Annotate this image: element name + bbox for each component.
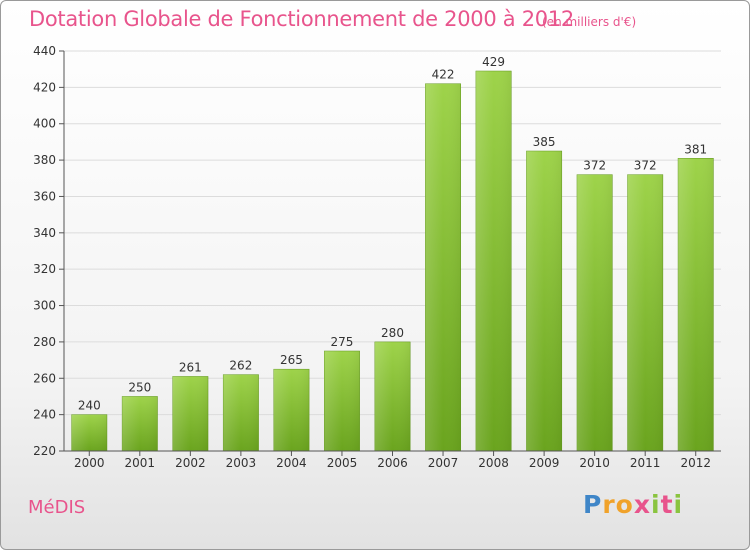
data-label-2000: 240 xyxy=(78,399,101,413)
y-tick-label: 300 xyxy=(33,299,56,313)
data-label-2010: 372 xyxy=(583,159,606,173)
data-label-2008: 429 xyxy=(482,55,505,69)
x-tick-label-2010: 2010 xyxy=(579,456,610,470)
x-tick-label-2001: 2001 xyxy=(125,456,156,470)
proxiti-logo: Proxiti xyxy=(583,490,683,519)
data-label-2006: 280 xyxy=(381,326,404,340)
y-tick-label: 440 xyxy=(33,44,56,58)
data-label-2011: 372 xyxy=(634,159,657,173)
data-label-2004: 265 xyxy=(280,353,303,367)
data-label-2007: 422 xyxy=(432,68,455,82)
x-tick-label-2011: 2011 xyxy=(630,456,661,470)
y-tick-label: 400 xyxy=(33,117,56,131)
x-tick-label-2005: 2005 xyxy=(327,456,358,470)
bar-shine-2006 xyxy=(374,341,411,451)
bar-shine-2012 xyxy=(678,158,714,452)
bar-shine-2001 xyxy=(122,396,158,451)
data-label-2003: 262 xyxy=(229,359,252,373)
x-tick-label-2004: 2004 xyxy=(276,456,307,470)
bar-shine-2007 xyxy=(425,83,461,452)
bar-shine-2008 xyxy=(475,71,512,451)
data-label-2001: 250 xyxy=(128,380,151,394)
logo-letter: i xyxy=(651,490,661,519)
bar-shine-2009 xyxy=(526,151,562,451)
logo-letter: o xyxy=(615,490,634,519)
logo-letter: t xyxy=(660,490,674,519)
y-tick-label: 360 xyxy=(33,189,56,203)
bar-shine-2005 xyxy=(324,351,360,451)
unit-label: (en milliers d'€) xyxy=(542,15,637,29)
data-label-2005: 275 xyxy=(331,335,354,349)
y-tick-label: 380 xyxy=(33,153,56,167)
bar-shine-2011 xyxy=(627,174,663,452)
y-tick-label: 420 xyxy=(33,80,56,94)
axes xyxy=(59,50,721,456)
x-tick-label-2002: 2002 xyxy=(175,456,206,470)
x-tick-label-2012: 2012 xyxy=(680,456,711,470)
bar-shine-2010 xyxy=(576,174,613,452)
chart-title: Dotation Globale de Fonctionnement de 20… xyxy=(29,7,574,31)
bar-shine-2003 xyxy=(223,374,259,451)
logo-letter: P xyxy=(583,490,603,519)
data-label-2012: 381 xyxy=(684,142,707,156)
y-tick-label: 320 xyxy=(33,262,56,276)
data-label-2002: 261 xyxy=(179,360,202,374)
x-tick-label-2000: 2000 xyxy=(74,456,105,470)
y-tick-label: 220 xyxy=(33,444,56,458)
bar-shine-2004 xyxy=(273,369,310,451)
x-tick-label-2006: 2006 xyxy=(377,456,408,470)
bar-shine-2000 xyxy=(71,414,107,451)
logo-letter: x xyxy=(633,490,651,519)
x-tick-label-2009: 2009 xyxy=(529,456,560,470)
data-label-2009: 385 xyxy=(533,135,556,149)
commune-name: MéDIS xyxy=(28,497,86,518)
y-tick-label: 260 xyxy=(33,371,56,385)
x-tick-label-2007: 2007 xyxy=(428,456,459,470)
y-tick-label: 280 xyxy=(33,335,56,349)
labels: 220 240 260 280 300 320 340 360 380 400 420 440 240 2… xyxy=(33,44,711,470)
bar-shine-2002 xyxy=(172,376,209,451)
y-tick-label: 340 xyxy=(33,226,56,240)
logo-letter: i xyxy=(673,490,684,519)
x-tick-label-2003: 2003 xyxy=(226,456,257,470)
x-tick-label-2008: 2008 xyxy=(478,456,509,470)
bars xyxy=(71,70,714,452)
logo-letter: r xyxy=(602,490,616,519)
y-tick-label: 240 xyxy=(33,408,56,422)
